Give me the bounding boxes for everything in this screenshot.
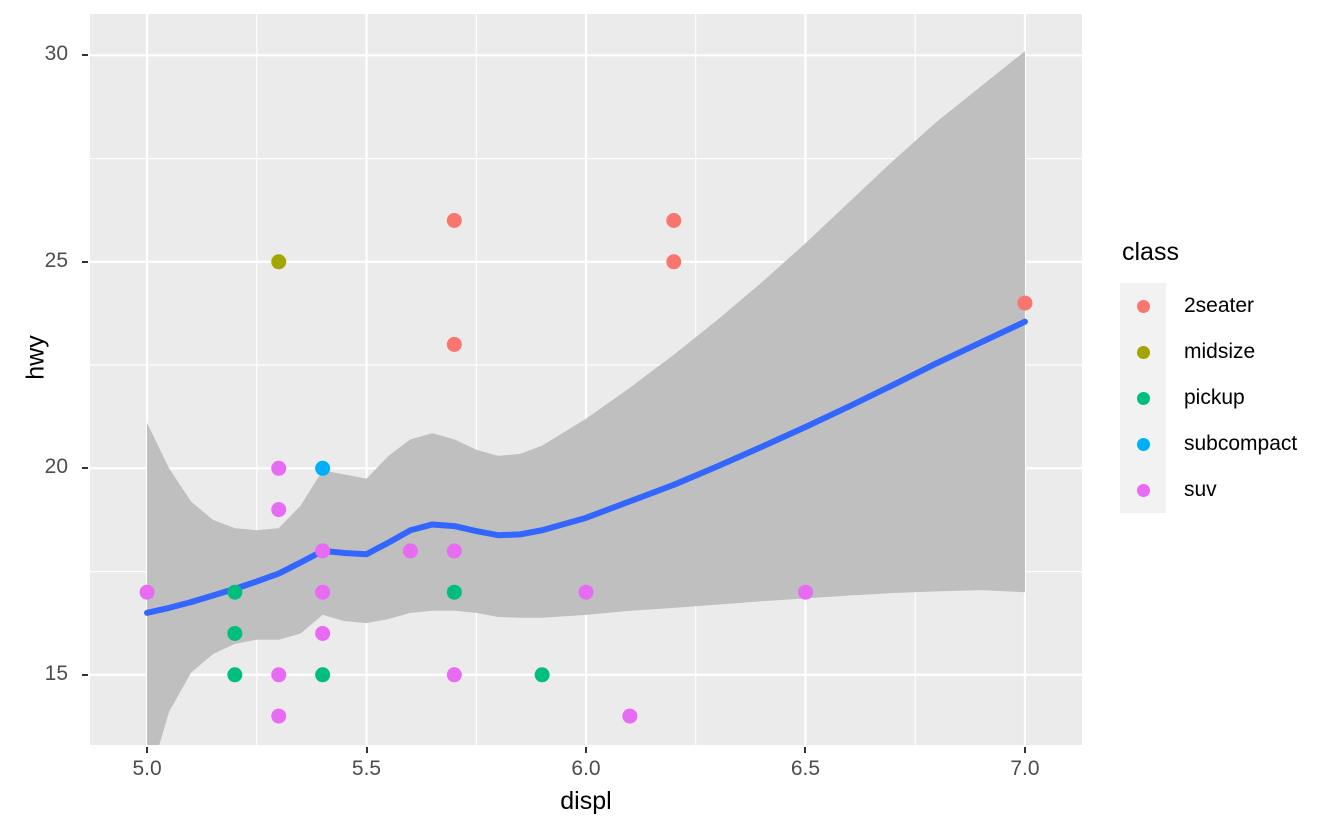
- legend-key-swatch: [1120, 375, 1166, 421]
- y-tick-mark: [82, 54, 88, 57]
- data-point-2seater: [446, 213, 462, 228]
- loess-trend-line: [144, 318, 1028, 616]
- legend-item-label: subcompact: [1184, 432, 1298, 455]
- data-point-suv: [271, 708, 287, 724]
- legend-key-swatch: [1120, 467, 1166, 513]
- data-point-suv: [315, 625, 331, 641]
- data-point-suv: [402, 543, 418, 559]
- data-point-pickup: [227, 584, 243, 600]
- legend-items: 2seater midsize pickup subcompact suv: [1120, 283, 1335, 513]
- data-point-suv: [271, 667, 287, 683]
- data-point-2seater: [666, 254, 682, 270]
- legend-key-swatch: [1120, 421, 1166, 467]
- data-point-midsize: [271, 254, 287, 270]
- y-axis-title: hwy: [21, 335, 50, 380]
- confidence-band: [147, 51, 1025, 745]
- data-point-suv: [139, 584, 155, 600]
- legend-item-2seater: 2seater: [1120, 283, 1335, 329]
- x-tick-label: 7.0: [1010, 757, 1040, 780]
- x-tick-label: 5.5: [351, 757, 382, 780]
- legend-item-suv: suv: [1120, 467, 1335, 513]
- legend: class 2seater midsize pickup subcompact suv: [1120, 238, 1335, 513]
- legend-dot-icon: [1136, 345, 1150, 359]
- data-point-suv: [622, 708, 638, 724]
- y-tick-mark: [82, 260, 88, 263]
- data-point-subcompact: [315, 460, 331, 476]
- data-point-suv: [578, 584, 594, 600]
- scatter-points: [139, 213, 1033, 724]
- legend-dot-icon: [1136, 483, 1150, 497]
- x-tick-mark: [365, 747, 368, 753]
- y-tick-label: 20: [44, 455, 68, 479]
- legend-item-label: midsize: [1184, 340, 1256, 363]
- legend-item-label: 2seater: [1184, 294, 1255, 317]
- data-point-suv: [271, 460, 287, 476]
- plot-panel: [90, 14, 1082, 745]
- y-tick-label: 25: [44, 248, 68, 272]
- legend-item-label: suv: [1184, 478, 1217, 501]
- legend-title: class: [1122, 238, 1179, 266]
- data-point-2seater: [1017, 295, 1033, 311]
- legend-dot-icon: [1136, 391, 1150, 405]
- legend-item-midsize: midsize: [1120, 329, 1335, 375]
- y-tick-mark: [82, 673, 88, 676]
- data-point-pickup: [315, 667, 331, 683]
- y-tick-label: 15: [44, 661, 68, 685]
- data-point-2seater: [666, 213, 682, 228]
- data-point-suv: [315, 543, 331, 559]
- x-tick-mark: [146, 747, 149, 753]
- x-tick-label: 5.0: [132, 757, 162, 780]
- x-axis-title: displ: [560, 787, 612, 815]
- y-tick-label: 30: [44, 42, 68, 66]
- y-tick-mark: [82, 467, 88, 470]
- data-point-suv: [446, 667, 462, 683]
- data-point-pickup: [227, 625, 243, 641]
- x-tick-mark: [585, 747, 587, 753]
- legend-item-subcompact: subcompact: [1120, 421, 1335, 467]
- x-tick-label: 6.5: [790, 757, 821, 780]
- data-point-suv: [315, 584, 331, 600]
- x-tick-label: 6.0: [571, 757, 601, 780]
- data-point-pickup: [534, 667, 550, 683]
- plot-canvas: [90, 14, 1082, 745]
- legend-dot-icon: [1136, 299, 1150, 313]
- x-tick-mark: [804, 747, 807, 753]
- data-point-suv: [797, 584, 813, 600]
- data-point-suv: [446, 543, 462, 559]
- legend-dot-icon: [1136, 437, 1150, 451]
- x-tick-mark: [1023, 747, 1026, 753]
- legend-item-pickup: pickup: [1120, 375, 1335, 421]
- data-point-2seater: [446, 336, 462, 352]
- data-point-pickup: [227, 667, 243, 683]
- data-point-suv: [271, 502, 287, 518]
- legend-item-label: pickup: [1184, 386, 1245, 409]
- legend-key-swatch: [1120, 329, 1166, 375]
- legend-key-swatch: [1120, 283, 1166, 329]
- data-point-pickup: [446, 584, 462, 600]
